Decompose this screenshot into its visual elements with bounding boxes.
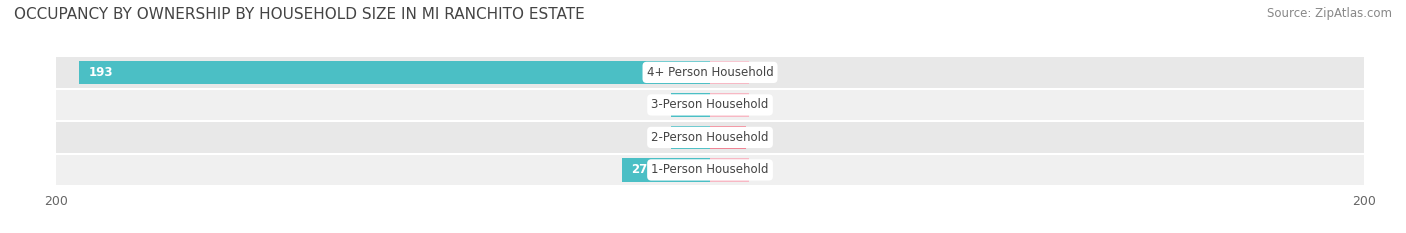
Text: Source: ZipAtlas.com: Source: ZipAtlas.com (1267, 7, 1392, 20)
Text: 3-Person Household: 3-Person Household (651, 98, 769, 111)
Text: 1-Person Household: 1-Person Household (651, 163, 769, 176)
Text: 0: 0 (759, 98, 768, 111)
Text: 0: 0 (759, 163, 768, 176)
Bar (56, 122, 1364, 153)
Text: OCCUPANCY BY OWNERSHIP BY HOUSEHOLD SIZE IN MI RANCHITO ESTATE: OCCUPANCY BY OWNERSHIP BY HOUSEHOLD SIZE… (14, 7, 585, 22)
Bar (671, 93, 710, 116)
Bar (621, 158, 710, 182)
Bar (710, 158, 749, 182)
Text: 0: 0 (692, 98, 700, 111)
Bar (56, 155, 1364, 185)
Text: 2-Person Household: 2-Person Household (651, 131, 769, 144)
Bar (710, 61, 749, 84)
Bar (56, 90, 1364, 120)
Bar (710, 126, 747, 149)
Text: 27: 27 (631, 163, 648, 176)
Bar (671, 126, 710, 149)
Bar (56, 57, 1364, 88)
Text: 0: 0 (759, 66, 768, 79)
Bar (710, 93, 749, 116)
Text: 0: 0 (692, 131, 700, 144)
Bar (79, 61, 710, 84)
Text: 4+ Person Household: 4+ Person Household (647, 66, 773, 79)
Text: 11: 11 (756, 131, 772, 144)
Text: 193: 193 (89, 66, 114, 79)
